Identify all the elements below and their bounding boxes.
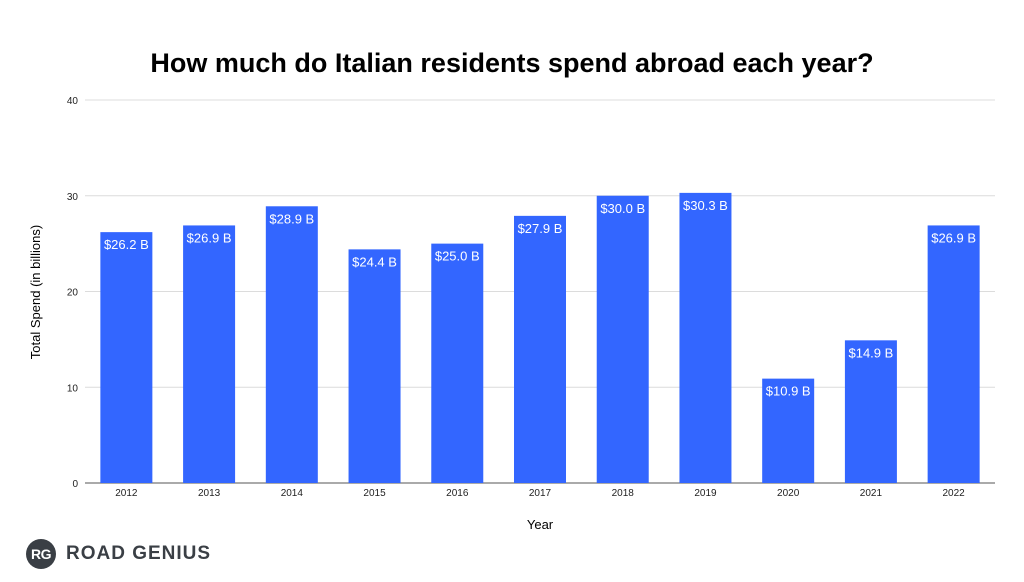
y-axis-ticks: 0 10 20 30 40 [67, 96, 79, 490]
chart-title: How much do Italian residents spend abro… [150, 48, 873, 78]
bar-2021 [844, 340, 897, 483]
bar-2019 [679, 192, 732, 483]
bar-2018 [596, 195, 649, 483]
data-label-2018: $30.0 B [600, 201, 645, 216]
x-tick-label: 2013 [198, 488, 221, 499]
x-tick-label: 2016 [446, 488, 469, 499]
x-tick-label: 2018 [612, 488, 635, 499]
data-label-2022: $26.9 B [931, 230, 976, 245]
bar-2016 [431, 243, 484, 483]
data-label-2017: $27.9 B [518, 221, 563, 236]
x-tick-label: 2022 [943, 488, 966, 499]
data-label-2020: $10.9 B [766, 384, 811, 399]
data-label-2015: $24.4 B [352, 254, 397, 269]
x-tick-label: 2019 [694, 488, 717, 499]
data-label-2014: $28.9 B [269, 211, 314, 226]
logo-text: ROAD GENIUS [66, 543, 212, 564]
x-axis-label: Year [527, 517, 554, 532]
y-tick-label: 20 [67, 288, 79, 299]
x-tick-label: 2014 [281, 488, 304, 499]
bar-2022 [927, 225, 980, 483]
bar-2012 [100, 232, 153, 483]
bars: $26.2 B $26.9 B $28.9 B $24.4 B $25.0 B $27.9… [100, 192, 980, 484]
x-tick-label: 2012 [115, 488, 138, 499]
data-label-2013: $26.9 B [187, 230, 232, 245]
y-tick-label: 0 [72, 479, 78, 490]
road-genius-logo: RG ROAD GENIUS [26, 539, 211, 569]
y-axis-label: Total Spend (in billions) [28, 225, 43, 359]
y-tick-label: 30 [67, 192, 79, 203]
x-tick-label: 2015 [363, 488, 386, 499]
x-tick-label: 2021 [860, 488, 883, 499]
x-tick-label: 2017 [529, 488, 552, 499]
bar-2015 [348, 249, 401, 483]
data-label-2021: $14.9 B [848, 345, 893, 360]
bar-2014 [265, 206, 318, 483]
y-tick-label: 40 [67, 96, 79, 107]
data-label-2019: $30.3 B [683, 198, 728, 213]
x-tick-label: 2020 [777, 488, 800, 499]
y-tick-label: 10 [67, 383, 79, 394]
bar-2017 [514, 215, 566, 484]
data-label-2012: $26.2 B [104, 237, 149, 252]
bar-2020 [762, 378, 815, 483]
x-axis-ticks: 2012 2013 2014 2015 2016 2017 2018 2019 2020 2021… [115, 488, 965, 499]
bar-2013 [183, 225, 236, 483]
logo-badge-icon: RG [26, 539, 56, 569]
data-label-2016: $25.0 B [435, 249, 480, 264]
